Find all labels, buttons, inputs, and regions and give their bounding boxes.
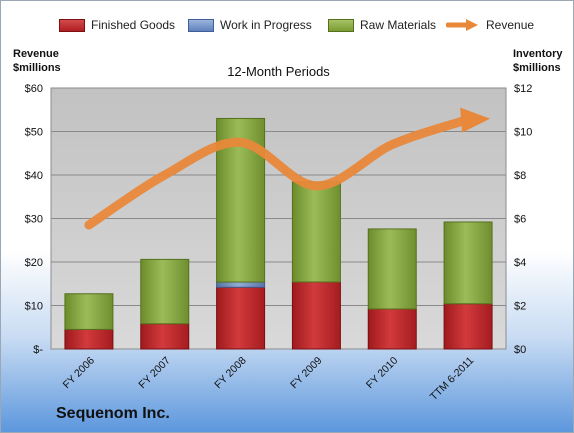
chart-title: 12-Month Periods [227,64,330,79]
x-axis-tick-label: FY 2010 [364,355,401,392]
raw-materials-bar [64,293,114,330]
raw-materials-swatch [328,18,354,32]
right-axis-title-line2: $millions [513,62,561,74]
right-axis-tick-label: $10 [514,127,532,139]
company-name: Sequenom Inc. [56,405,170,422]
x-axis-tick-label: TTM 6-2011 [428,355,476,403]
left-axis-tick-label: $- [33,344,43,356]
left-axis-title-line2: $millions [13,62,61,74]
left-axis-tick-label: $50 [25,127,43,139]
right-axis-tick-label: $8 [514,170,526,182]
right-axis-title: Inventory $millions [513,47,563,75]
left-axis-tick-label: $10 [25,301,43,313]
finished-goods-bar [291,281,341,350]
revenue-line [84,116,469,230]
revenue-arrowhead [460,107,491,133]
legend-label-finished-goods: Finished Goods [91,18,176,32]
left-axis-tick-label: $20 [25,257,43,269]
finished-goods-bar [64,328,114,350]
finished-goods-bar [216,286,266,350]
finished-goods-bar [443,303,493,350]
right-axis-title-line1: Inventory [513,48,563,60]
x-axis-tick-label: FY 2008 [212,355,249,392]
work-in-progress-bar [216,281,266,288]
raw-materials-bar [140,258,190,325]
right-axis-tick-label: $2 [514,301,526,313]
x-axis-tick-label: FY 2009 [288,355,325,392]
legend-item-finished-goods: Finished Goods [59,15,175,35]
legend-label-work-in-progress: Work in Progress [220,18,312,32]
right-axis-tick-label: $4 [514,257,526,269]
legend-label-revenue: Revenue [486,18,535,32]
left-axis-title-line1: Revenue [13,48,59,60]
legend-label-raw-materials: Raw Materials [360,18,437,32]
finished-goods-swatch [59,18,85,32]
x-axis-tick-label: FY 2006 [61,355,98,392]
right-axis-tick-label: $0 [514,344,526,356]
legend-item-work-in-progress: Work in Progress [188,15,312,35]
legend-item-revenue: Revenue [446,15,534,35]
left-axis-tick-label: $30 [25,214,43,226]
legend-item-raw-materials: Raw Materials [328,15,436,35]
revenue-arrow-swatch [446,19,478,31]
finished-goods-bar [140,323,190,350]
left-axis-tick-label: $60 [25,83,43,95]
legend: Finished Goods Work in Progress Raw Mate… [1,15,573,35]
left-axis-title: Revenue $millions [13,47,61,75]
raw-materials-bar [367,228,417,310]
x-axis-tick-label: FY 2007 [136,355,173,392]
raw-materials-bar [443,221,493,305]
left-axis-tick-label: $40 [25,170,43,182]
raw-materials-bar [291,181,341,283]
finished-goods-bar [367,308,417,350]
right-axis-tick-label: $6 [514,214,526,226]
work-in-progress-swatch [188,18,214,32]
right-axis-tick-label: $12 [514,83,532,95]
